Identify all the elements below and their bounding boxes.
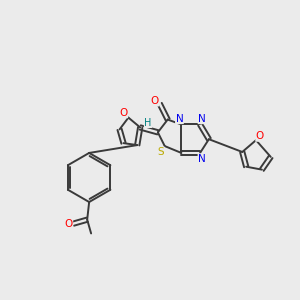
Text: O: O bbox=[64, 219, 73, 229]
Text: O: O bbox=[151, 96, 159, 106]
Text: N: N bbox=[198, 114, 206, 124]
Text: O: O bbox=[119, 108, 128, 118]
Text: N: N bbox=[176, 114, 183, 124]
Text: S: S bbox=[158, 147, 164, 157]
Text: N: N bbox=[198, 154, 206, 164]
Text: O: O bbox=[256, 131, 264, 141]
Text: H: H bbox=[144, 118, 152, 128]
